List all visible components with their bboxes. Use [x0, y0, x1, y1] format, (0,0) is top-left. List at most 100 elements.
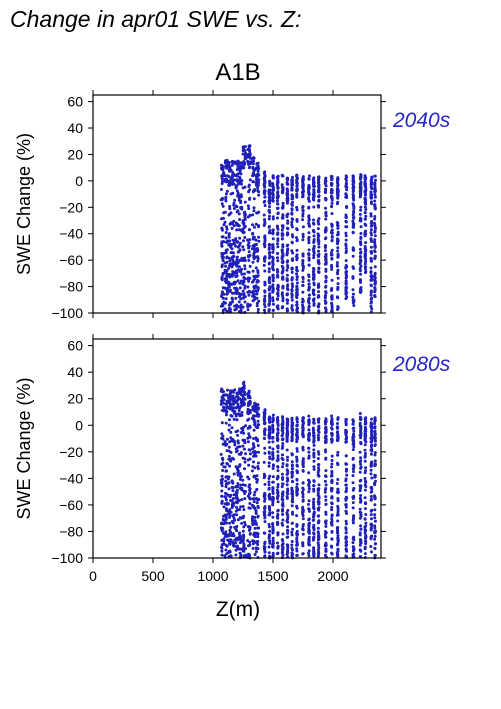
data-point — [373, 286, 377, 290]
data-point — [227, 175, 231, 179]
data-point — [311, 197, 315, 201]
data-point — [324, 236, 328, 240]
data-point — [231, 255, 235, 259]
data-point — [247, 207, 251, 210]
data-point — [316, 253, 320, 257]
data-point — [276, 437, 280, 441]
data-point — [242, 276, 246, 280]
data-point — [358, 531, 362, 535]
data-point — [324, 543, 328, 547]
data-point — [275, 477, 279, 481]
data-point — [225, 227, 229, 231]
data-point — [285, 552, 289, 556]
data-point — [359, 539, 363, 542]
data-point — [301, 541, 305, 545]
data-point — [295, 275, 299, 279]
data-point — [280, 206, 284, 210]
data-point — [256, 547, 260, 551]
data-point — [317, 249, 320, 253]
data-point — [263, 269, 267, 273]
data-point — [231, 297, 234, 301]
data-point — [220, 545, 223, 549]
data-point — [330, 469, 334, 473]
data-point — [295, 236, 298, 240]
data-point — [239, 483, 243, 487]
data-point — [352, 211, 356, 215]
data-point — [307, 282, 311, 286]
y-tick-label: 40 — [67, 120, 83, 136]
data-point — [345, 274, 348, 278]
data-point — [373, 185, 377, 189]
data-point — [257, 225, 260, 229]
data-point — [373, 503, 377, 507]
data-point — [227, 232, 231, 236]
data-point — [344, 234, 348, 238]
data-point — [228, 400, 232, 404]
data-point — [307, 214, 311, 218]
data-point — [242, 431, 246, 435]
data-point — [301, 490, 304, 494]
data-point — [271, 515, 275, 519]
data-point — [359, 255, 363, 259]
data-point — [345, 486, 348, 490]
data-point — [267, 525, 271, 529]
data-point — [363, 211, 367, 215]
data-point — [290, 521, 294, 525]
data-point — [330, 301, 333, 305]
data-point — [286, 546, 290, 550]
data-point — [251, 521, 255, 525]
data-point — [222, 539, 226, 543]
data-point — [370, 517, 373, 521]
data-point — [295, 514, 299, 518]
data-point — [238, 541, 242, 545]
data-point — [290, 492, 294, 496]
data-point — [290, 266, 294, 270]
data-point — [307, 305, 311, 309]
data-point — [324, 214, 328, 218]
data-point — [236, 429, 240, 433]
data-point — [276, 419, 280, 423]
data-point — [262, 299, 266, 303]
data-point — [369, 224, 373, 228]
data-point — [236, 395, 240, 398]
data-point — [344, 225, 348, 229]
data-point — [312, 302, 316, 306]
data-point — [280, 271, 284, 275]
data-point — [280, 254, 284, 258]
data-point — [267, 487, 271, 491]
data-point — [290, 554, 294, 558]
data-point — [250, 517, 254, 521]
data-point — [281, 442, 285, 445]
data-point — [241, 444, 245, 448]
y-tick-label: −40 — [59, 226, 83, 242]
data-point — [227, 266, 231, 270]
data-point — [227, 481, 231, 485]
data-point — [248, 487, 252, 491]
data-point — [220, 501, 224, 505]
data-point — [330, 432, 334, 436]
data-point — [239, 451, 243, 455]
data-point — [324, 254, 328, 258]
data-point — [330, 517, 334, 521]
data-point — [307, 185, 311, 189]
data-point — [286, 508, 290, 512]
data-point — [234, 414, 238, 418]
data-point — [263, 218, 267, 222]
data-point — [240, 521, 244, 525]
data-point — [324, 487, 328, 490]
data-point — [224, 264, 228, 268]
data-point — [242, 387, 246, 391]
data-point — [373, 249, 377, 253]
data-point — [330, 267, 334, 271]
data-point — [231, 514, 235, 518]
data-point — [363, 454, 367, 458]
data-point — [369, 289, 373, 293]
data-point — [253, 277, 257, 281]
data-point — [281, 482, 285, 486]
data-point — [263, 554, 267, 558]
data-point — [268, 446, 272, 449]
data-point — [242, 166, 246, 170]
data-point — [312, 434, 316, 438]
data-point — [267, 302, 271, 306]
data-point — [262, 531, 266, 535]
